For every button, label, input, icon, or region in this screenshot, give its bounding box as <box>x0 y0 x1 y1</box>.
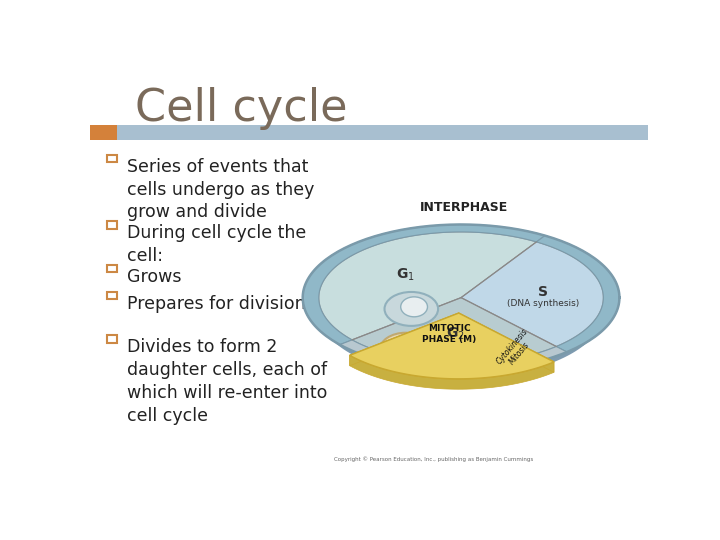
Ellipse shape <box>384 292 438 326</box>
Text: (DNA synthesis): (DNA synthesis) <box>507 299 580 308</box>
FancyBboxPatch shape <box>107 265 117 272</box>
Text: Copyright © Pearson Education, Inc., publishing as Benjamin Cummings: Copyright © Pearson Education, Inc., pub… <box>333 456 533 462</box>
Polygon shape <box>319 298 603 378</box>
Text: Cytokinesis: Cytokinesis <box>495 327 529 366</box>
Text: S: S <box>539 285 549 299</box>
FancyBboxPatch shape <box>107 154 117 162</box>
Polygon shape <box>319 232 536 340</box>
Polygon shape <box>536 235 619 352</box>
Polygon shape <box>346 298 577 366</box>
Polygon shape <box>352 298 557 363</box>
Polygon shape <box>350 355 554 389</box>
Polygon shape <box>340 340 567 371</box>
Polygon shape <box>350 313 459 366</box>
Polygon shape <box>459 313 554 372</box>
Ellipse shape <box>379 333 432 368</box>
FancyBboxPatch shape <box>90 125 117 140</box>
Polygon shape <box>350 313 554 379</box>
Text: INTERPHASE: INTERPHASE <box>420 201 508 214</box>
Circle shape <box>392 340 420 361</box>
Text: G$_1$: G$_1$ <box>396 267 415 284</box>
Polygon shape <box>302 225 545 345</box>
Text: Series of events that
cells undergo as they
grow and divide: Series of events that cells undergo as t… <box>127 158 314 221</box>
FancyBboxPatch shape <box>107 335 117 343</box>
Text: Cell cycle: Cell cycle <box>135 87 347 130</box>
Text: Mitosis: Mitosis <box>507 340 531 366</box>
Text: MITOTIC
PHASE (M): MITOTIC PHASE (M) <box>422 324 477 343</box>
Text: During cell cycle the
cell:: During cell cycle the cell: <box>127 224 306 265</box>
FancyBboxPatch shape <box>90 125 648 140</box>
Text: Prepares for division: Prepares for division <box>127 295 305 313</box>
FancyBboxPatch shape <box>107 221 117 228</box>
Text: G$_2$: G$_2$ <box>446 326 465 342</box>
FancyBboxPatch shape <box>107 292 117 299</box>
Polygon shape <box>461 242 603 347</box>
Text: Divides to form 2
daughter cells, each of
which will re-enter into
cell cycle: Divides to form 2 daughter cells, each o… <box>127 339 327 425</box>
Text: Grows: Grows <box>127 268 181 286</box>
Circle shape <box>401 297 428 317</box>
Polygon shape <box>350 313 554 379</box>
